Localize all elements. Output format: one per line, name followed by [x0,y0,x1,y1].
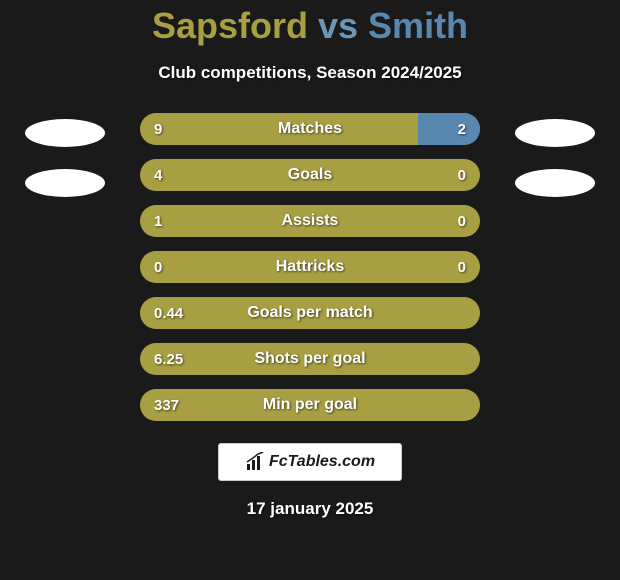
logo-text: FcTables.com [269,453,375,471]
stat-value-left: 4 [154,159,162,191]
stat-label: Assists [140,205,480,237]
stat-value-left: 337 [154,389,179,421]
player-dot-left [25,169,105,197]
stat-label: Shots per goal [140,343,480,375]
logo-box: FcTables.com [218,443,402,481]
title-player2: Smith [368,5,468,46]
stat-bar-fill-right [418,113,480,145]
stat-label: Min per goal [140,389,480,421]
stat-value-left: 0.44 [154,297,183,329]
stat-value-left: 1 [154,205,162,237]
player-dot-right [515,169,595,197]
date-text: 17 january 2025 [247,499,374,519]
stat-bar-row: 0.44Goals per match [140,297,480,329]
stat-value-left: 9 [154,113,162,145]
stat-label: Hattricks [140,251,480,283]
stat-value-left: 0 [154,251,162,283]
bars-column: 92Matches40Goals10Assists00Hattricks0.44… [140,113,480,421]
dots-left-column [20,113,110,197]
title-vs: vs [318,5,358,46]
title-player1: Sapsford [152,5,308,46]
stat-bar-row: 0 0Hattricks [140,251,480,283]
stat-value-right: 2 [458,113,466,145]
stat-value-right: 0 [458,159,466,191]
stat-label: Goals [140,159,480,191]
stat-bar-row: 6.25Shots per goal [140,343,480,375]
stat-bar-row: 92Matches [140,113,480,145]
player-dot-left [25,119,105,147]
stat-value-right: 0 [458,205,466,237]
subtitle: Club competitions, Season 2024/2025 [158,63,461,83]
player-dot-right [515,119,595,147]
stat-bar-row: 4 0Goals [140,159,480,191]
stat-bar-row: 1 0Assists [140,205,480,237]
chart-icon [245,452,265,472]
stat-value-right: 0 [458,251,466,283]
dots-right-column [510,113,600,197]
stat-bar-row: 337Min per goal [140,389,480,421]
comparison-title: Sapsford vs Smith [152,5,468,47]
stats-area: 92Matches40Goals10Assists00Hattricks0.44… [0,113,620,421]
stat-value-left: 6.25 [154,343,183,375]
stat-label: Goals per match [140,297,480,329]
